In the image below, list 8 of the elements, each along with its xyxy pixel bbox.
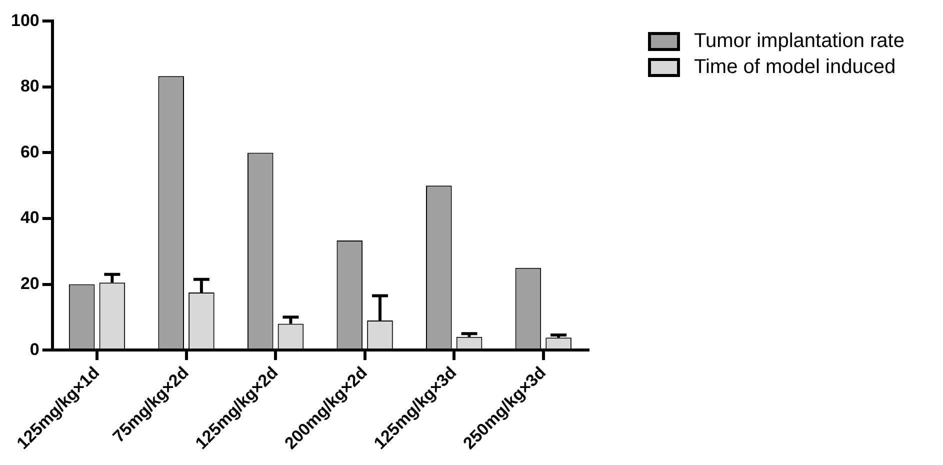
y-tick-label: 0 bbox=[30, 340, 40, 359]
y-tick-label: 60 bbox=[20, 142, 40, 162]
y-tick-label: 40 bbox=[20, 208, 40, 228]
y-tick-label: 100 bbox=[10, 10, 40, 30]
legend-label: Time of model induced bbox=[694, 56, 896, 78]
legend-label: Tumor implantation rate bbox=[694, 30, 904, 52]
y-tick-label: 20 bbox=[20, 274, 40, 293]
y-tick-label: 80 bbox=[20, 76, 40, 96]
